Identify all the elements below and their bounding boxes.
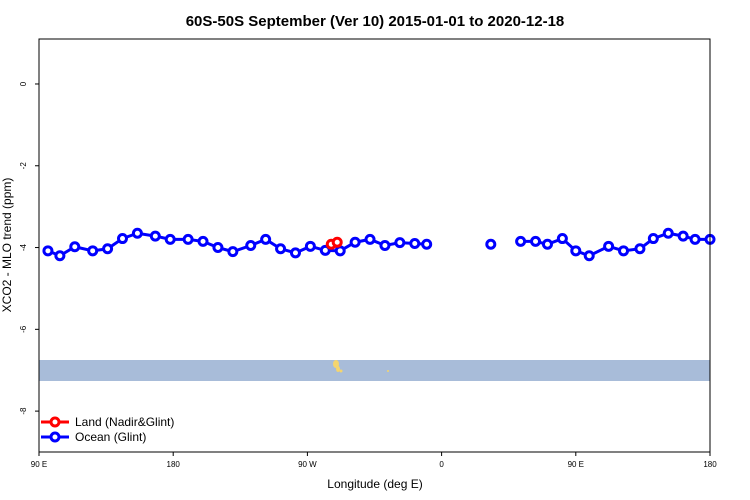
land-point (331, 236, 343, 248)
ocean-point (421, 238, 433, 250)
ocean-point (117, 233, 129, 245)
ocean-point (164, 233, 176, 245)
ocean-point (349, 236, 361, 248)
ocean-point (603, 240, 615, 252)
legend-land-marker (49, 416, 61, 428)
x-tick-label: 180 (703, 460, 717, 469)
plot-frame (38, 38, 711, 453)
x-tick-label: 90 E (568, 460, 584, 469)
ocean-point (87, 245, 99, 257)
x-tick-label: 90 E (31, 460, 47, 469)
ocean-point (556, 233, 568, 245)
ocean-point (618, 245, 630, 257)
ocean-point (364, 233, 376, 245)
y-tick-label: -2 (19, 162, 28, 170)
ocean-point (530, 235, 542, 247)
ocean-point (409, 237, 421, 249)
y-tick-label: -6 (19, 325, 28, 333)
ocean-point (485, 238, 497, 250)
ocean-point (689, 233, 701, 245)
x-tick-label: 90 W (298, 460, 317, 469)
ocean-point (583, 250, 595, 262)
legend-ocean-label: Ocean (Glint) (75, 430, 146, 444)
ocean-point (102, 243, 114, 255)
map-strip (39, 360, 710, 381)
ocean-point (319, 244, 331, 256)
y-tick-label: -4 (19, 243, 28, 251)
legend: Land (Nadir&Glint) Ocean (Glint) (41, 415, 174, 444)
ocean-point (541, 238, 553, 250)
y-tick-label: 0 (19, 81, 28, 86)
x-tick-label: 0 (439, 460, 444, 469)
ocean-point (634, 243, 646, 255)
ocean-point (149, 230, 161, 242)
axes: 90 E 180 90 W 0 90 E 180 0 -2 -4 -6 -8 (19, 81, 717, 469)
legend-land-label: Land (Nadir&Glint) (75, 415, 174, 429)
ocean-point (227, 246, 239, 258)
x-axis-label: Longitude (deg E) (327, 477, 422, 491)
ocean-point (647, 233, 659, 245)
ocean-point (304, 240, 316, 252)
chart-title: 60S-50S September (Ver 10) 2015-01-01 to… (186, 13, 565, 30)
ocean-point (515, 235, 527, 247)
ocean-point (182, 233, 194, 245)
land-patch (333, 360, 389, 373)
ocean-point (54, 250, 66, 262)
x-tick-label: 180 (167, 460, 181, 469)
ocean-point (570, 245, 582, 257)
y-tick-label: -8 (19, 407, 28, 415)
ocean-point (275, 243, 287, 255)
ocean-point (379, 240, 391, 251)
legend-ocean-marker (49, 431, 61, 443)
ocean-point (289, 247, 301, 259)
ocean-point (212, 242, 224, 254)
ocean-point (677, 230, 689, 242)
ocean-point (131, 227, 143, 239)
ocean-point (662, 227, 674, 239)
ocean-point (260, 233, 272, 245)
ocean-point (69, 241, 81, 253)
ocean-point (42, 245, 54, 257)
ocean-point (334, 245, 346, 257)
ocean-point (197, 235, 209, 247)
y-axis-label: XCO2 - MLO trend (ppm) (0, 178, 14, 313)
ocean-point (394, 237, 406, 249)
data-layer (42, 227, 716, 262)
ocean-point (245, 240, 257, 251)
